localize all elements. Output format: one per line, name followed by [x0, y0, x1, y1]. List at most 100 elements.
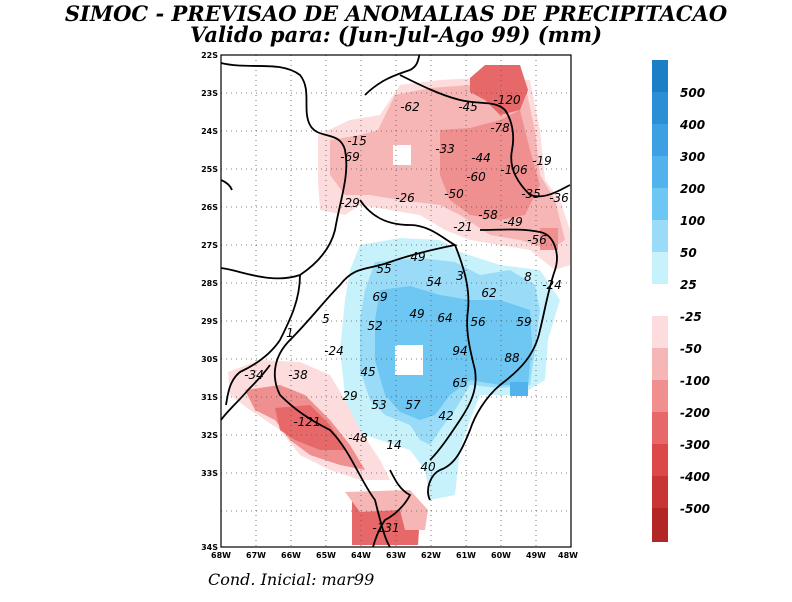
contour-label: -33	[435, 142, 455, 156]
negative-region-south-strong	[275, 405, 345, 450]
contour-label: 52	[367, 319, 382, 333]
contour-label: 1	[286, 326, 294, 340]
contour-label: 62	[481, 286, 496, 300]
contour-label: 65	[452, 376, 467, 390]
legend-negative	[652, 316, 668, 542]
legend-label: -400	[680, 470, 710, 484]
contour-label: -26	[395, 191, 415, 205]
contour-label: 56	[470, 315, 486, 329]
contour-label: 49	[410, 250, 425, 264]
negative-hole-a	[393, 145, 411, 165]
contour-label: -131	[372, 521, 399, 535]
contour-label: -62	[400, 100, 420, 114]
boundary-central	[273, 199, 458, 548]
boundary-river	[429, 244, 477, 461]
boundary-sw	[220, 364, 271, 421]
legend-label: 400	[679, 118, 705, 132]
contour-labels: -62 -45 -120 -78 -15 -69 -33 -44 -106 -1…	[244, 93, 569, 535]
contour-label: -35	[521, 187, 541, 201]
lat-label: 26S	[201, 203, 218, 212]
legend-swatch	[652, 60, 668, 92]
lat-label: 25S	[201, 165, 218, 174]
legend-label: 25	[680, 278, 697, 292]
contour-label: 55	[376, 262, 391, 276]
legend-swatch	[652, 316, 668, 348]
contour-label: -48	[348, 431, 368, 445]
boundary-north-2	[399, 74, 571, 198]
legend-label: -50	[680, 342, 702, 356]
contour-label: -49	[503, 215, 523, 229]
lon-label: 67W	[246, 551, 266, 560]
contour-label: 59	[516, 315, 531, 329]
lon-label: 60W	[491, 551, 511, 560]
contour-label: -121	[293, 415, 320, 429]
contour-label: -34	[244, 368, 264, 382]
negative-region-north-strong	[440, 110, 540, 220]
contour-label: -36	[549, 191, 569, 205]
positive-patch-a	[510, 382, 528, 396]
lat-label: 28S	[201, 279, 218, 288]
contour-label: -24	[324, 344, 344, 358]
no-data-hole	[395, 345, 423, 375]
legend-swatch	[652, 348, 668, 380]
legend-positive	[652, 60, 668, 284]
contour-label: -29	[340, 196, 360, 210]
boundary-delta	[372, 469, 412, 548]
contour-label: -60	[466, 170, 486, 184]
legend-swatch	[652, 412, 668, 444]
contour-label: 69	[372, 290, 387, 304]
lat-label: 33S	[201, 469, 218, 478]
boundary-west-2	[225, 274, 301, 406]
contour-label: -56	[527, 233, 547, 247]
legend-swatch	[652, 476, 668, 508]
contour-label: -21	[453, 220, 473, 234]
lat-label: 34S	[201, 543, 218, 552]
legend-label: -500	[680, 502, 710, 516]
legend-swatch	[652, 508, 668, 542]
lat-label: 23S	[201, 89, 218, 98]
legend-label: 300	[680, 150, 705, 164]
lat-axis: 22S 23S 24S 25S 26S 27S 28S 29S 30S 31S …	[201, 51, 218, 552]
legend-swatch	[652, 252, 668, 284]
lat-label: 30S	[201, 355, 218, 364]
map-title: SIMOC - PREVISAO DE ANOMALIAS DE PRECIPI…	[64, 1, 728, 26]
contour-label: 45	[360, 365, 375, 379]
legend-label: -300	[680, 438, 710, 452]
legend-swatch	[652, 188, 668, 220]
lat-label: 27S	[201, 241, 218, 250]
lon-label: 65W	[316, 551, 336, 560]
boundary-west-edge	[220, 179, 233, 191]
legend-swatch	[652, 124, 668, 156]
contour-label: -58	[478, 208, 498, 222]
lon-label: 63W	[386, 551, 406, 560]
map-frame	[220, 54, 572, 548]
legend-label: -25	[680, 310, 702, 324]
boundary-east	[427, 228, 558, 501]
initial-condition-caption: Cond. Inicial: mar99	[208, 570, 375, 589]
lat-label: 22S	[201, 51, 218, 60]
legend-negative-labels: -25 -50 -100 -200 -300 -400 -500	[680, 310, 710, 516]
lat-label: 24S	[201, 127, 218, 136]
contour-label: -15	[347, 134, 367, 148]
lon-label: 66W	[281, 551, 301, 560]
contour-label: 5	[322, 312, 330, 326]
lat-label: 32S	[201, 431, 218, 440]
grid-lines	[221, 55, 571, 547]
legend-label: 200	[680, 182, 705, 196]
lon-label: 48W	[558, 551, 578, 560]
boundaries	[220, 54, 571, 548]
legend-positive-labels: 500 400 300 200 100 50 25	[679, 86, 705, 292]
contour-label: 57	[405, 398, 421, 412]
contour-label: 8	[524, 270, 532, 284]
map-subtitle: Valido para: (Jun-Jul-Ago 99) (mm)	[189, 22, 603, 47]
positive-region-strong	[375, 286, 532, 420]
legend-label: -200	[680, 406, 710, 420]
contour-label: -45	[458, 100, 478, 114]
contour-label: -19	[532, 154, 552, 168]
contour-label: -69	[340, 150, 360, 164]
lon-label: 61W	[456, 551, 476, 560]
contour-label: -44	[471, 151, 491, 165]
contour-label: -24	[542, 278, 562, 292]
boundary-north	[364, 54, 421, 96]
